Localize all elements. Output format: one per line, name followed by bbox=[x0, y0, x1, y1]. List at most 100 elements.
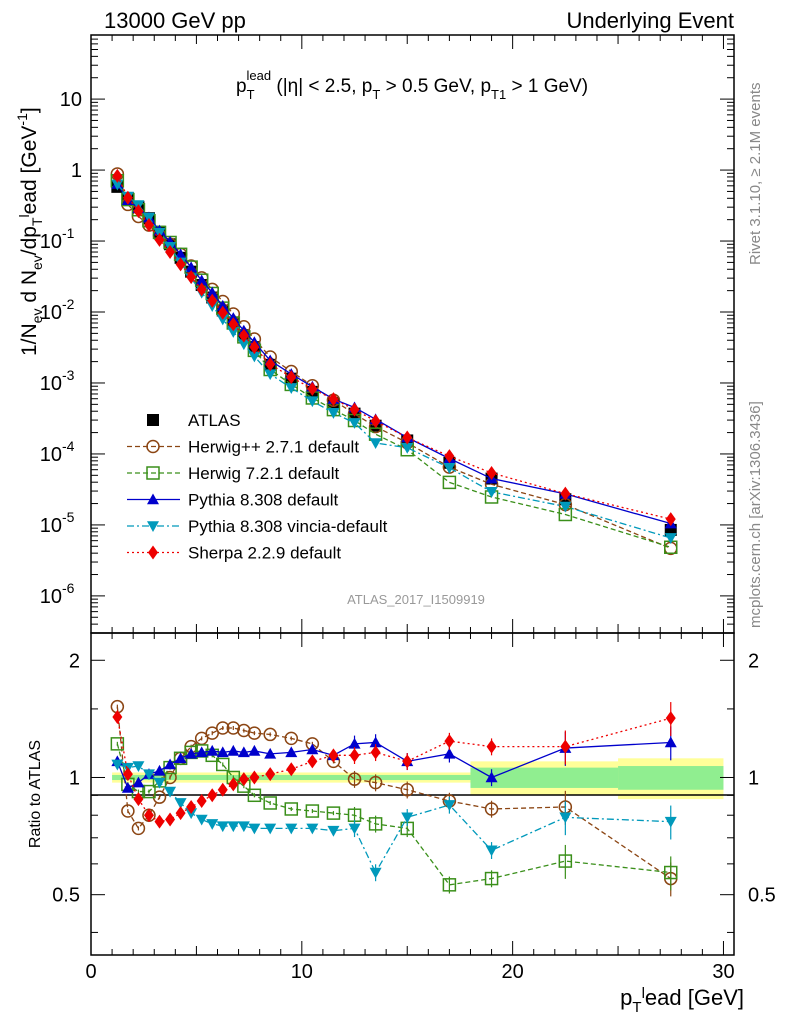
top-y-tick-exponent: -2 bbox=[62, 296, 75, 312]
legend-label-sherpa-2-2-9-default: Sherpa 2.2.9 default bbox=[188, 544, 341, 563]
legend-marker-pythia-8-308-default bbox=[147, 493, 159, 505]
point-pythia-8-308-vincia-default bbox=[348, 418, 361, 429]
ratio-point-pythia-8-308-default bbox=[153, 764, 166, 776]
ratio-point-pythia-8-308-vincia-default bbox=[664, 816, 677, 828]
band-inner-2 bbox=[618, 766, 724, 790]
ratio-point-pythia-8-308-vincia-default bbox=[327, 825, 340, 837]
ratio-point-sherpa-2-2-9-default bbox=[143, 808, 154, 823]
point-sherpa-2-2-9-default bbox=[175, 257, 186, 272]
top-panel-series bbox=[110, 167, 678, 556]
ratio-point-pythia-8-308-default bbox=[306, 743, 319, 755]
ratio-point-herwig-7-2-1-default bbox=[484, 871, 499, 886]
point-pythia-8-308-vincia-default bbox=[237, 339, 250, 351]
ratio-panel-series bbox=[110, 699, 678, 897]
rivet-label: Rivet 3.1.10, ≥ 2.1M events bbox=[747, 83, 764, 266]
ratio-point-sherpa-2-2-9-default bbox=[238, 772, 249, 787]
ratio-point-sherpa-2-2-9-default bbox=[328, 748, 339, 763]
top-y-tick-exponent: -4 bbox=[62, 438, 75, 454]
ratio-point-pythia-8-308-default bbox=[369, 736, 382, 748]
ratio-point-herwig-2-7-1-default bbox=[205, 726, 219, 740]
point-sherpa-2-2-9-default bbox=[112, 168, 123, 183]
ratio-point-herwig-2-7-1-default bbox=[368, 775, 383, 790]
band-inner-1 bbox=[470, 767, 619, 788]
top-y-tick-label: 1 bbox=[71, 160, 82, 182]
point-pythia-8-308-vincia-default bbox=[306, 396, 319, 408]
ratio-point-herwig-7-2-1-default bbox=[305, 804, 320, 818]
top-y-tick-exponent: -3 bbox=[62, 367, 75, 383]
top-y-tick-exponent: -6 bbox=[62, 580, 75, 596]
legend-marker-herwig-2-7-1-default bbox=[146, 439, 160, 454]
ratio-point-sherpa-2-2-9-default bbox=[444, 734, 455, 749]
point-pythia-8-308-default bbox=[185, 261, 198, 273]
ratio-point-sherpa-2-2-9-default bbox=[249, 770, 260, 785]
ratio-point-herwig-2-7-1-default bbox=[247, 726, 262, 740]
ratio-point-pythia-8-308-default bbox=[664, 736, 677, 748]
legend-label-herwig-2-7-1-default: Herwig++ 2.7.1 default bbox=[188, 438, 359, 457]
ratio-point-herwig-7-2-1-default bbox=[263, 796, 277, 810]
point-pythia-8-308-vincia-default bbox=[485, 487, 498, 498]
ratio-point-sherpa-2-2-9-default bbox=[217, 782, 228, 797]
ratio-point-herwig-7-2-1-default bbox=[284, 802, 299, 816]
top-y-tick-label: 10 bbox=[40, 586, 62, 608]
point-sherpa-2-2-9-default bbox=[349, 402, 360, 417]
ratio-point-pythia-8-308-default bbox=[164, 758, 177, 770]
ratio-point-pythia-8-308-default bbox=[248, 744, 261, 756]
ratio-point-herwig-2-7-1-default bbox=[284, 731, 299, 746]
point-sherpa-2-2-9-default bbox=[307, 381, 318, 396]
ratio-point-sherpa-2-2-9-default bbox=[228, 777, 239, 792]
ratio-y-tick-label-right: 1 bbox=[748, 767, 759, 789]
ratio-point-pythia-8-308-default bbox=[132, 776, 145, 788]
ratio-point-sherpa-2-2-9-default bbox=[207, 788, 218, 803]
point-sherpa-2-2-9-default bbox=[196, 282, 207, 297]
top-y-tick-exponent: -1 bbox=[62, 225, 75, 241]
legend-marker-pythia-8-308-vincia-default bbox=[147, 521, 159, 532]
point-sherpa-2-2-9-default bbox=[154, 232, 165, 247]
ratio-point-pythia-8-308-vincia-default bbox=[132, 761, 145, 773]
legend-marker-sherpa-2-2-9-default bbox=[148, 545, 158, 560]
ratio-point-herwig-2-7-1-default bbox=[216, 721, 230, 735]
ratio-point-pythia-8-308-vincia-default bbox=[174, 798, 187, 809]
ratio-point-herwig-2-7-1-default bbox=[121, 804, 135, 818]
ratio-point-sherpa-2-2-9-default bbox=[133, 792, 144, 807]
ratio-point-pythia-8-308-default bbox=[485, 771, 498, 783]
ratio-point-sherpa-2-2-9-default bbox=[265, 767, 276, 782]
point-sherpa-2-2-9-default bbox=[133, 204, 144, 219]
legend-label-herwig-7-2-1-default: Herwig 7.2.1 default bbox=[188, 464, 339, 483]
ratio-point-herwig-7-2-1-default bbox=[664, 865, 678, 880]
mcplots-label: mcplots.cern.ch [arXiv:1306.3436] bbox=[747, 401, 764, 628]
ratio-y-tick-label-left: 0.5 bbox=[52, 885, 80, 907]
ratio-point-sherpa-2-2-9-default bbox=[165, 812, 176, 827]
point-sherpa-2-2-9-default bbox=[444, 449, 455, 464]
ratio-point-sherpa-2-2-9-default bbox=[665, 711, 676, 726]
ratio-point-pythia-8-308-vincia-default bbox=[369, 867, 382, 879]
ratio-point-pythia-8-308-default bbox=[237, 746, 250, 758]
uncertainty-bands bbox=[112, 758, 724, 800]
ratio-point-herwig-7-2-1-default bbox=[142, 784, 156, 799]
ratio-point-pythia-8-308-vincia-default bbox=[401, 812, 414, 824]
point-sherpa-2-2-9-default bbox=[665, 512, 676, 527]
ratio-point-pythia-8-308-vincia-default bbox=[306, 823, 319, 835]
ratio-point-sherpa-2-2-9-default bbox=[186, 799, 197, 814]
point-sherpa-2-2-9-default bbox=[143, 218, 154, 233]
top-y-tick-exponent: -5 bbox=[62, 509, 75, 525]
ratio-point-herwig-7-2-1-default bbox=[368, 817, 383, 831]
ratio-point-sherpa-2-2-9-default bbox=[196, 794, 207, 809]
ratio-point-sherpa-2-2-9-default bbox=[112, 709, 123, 724]
legend: ATLAS Herwig++ 2.7.1 default Herwig 7.2.1 … bbox=[127, 411, 388, 563]
ratio-point-pythia-8-308-vincia-default bbox=[111, 759, 124, 771]
point-sherpa-2-2-9-default bbox=[186, 270, 197, 285]
ratio-y-tick-label-right: 2 bbox=[748, 650, 759, 672]
ratio-point-pythia-8-308-default bbox=[185, 747, 198, 759]
analysis-watermark: ATLAS_2017_I1509919 bbox=[347, 592, 485, 607]
ratio-point-pythia-8-308-default bbox=[348, 737, 361, 749]
point-pythia-8-308-default bbox=[195, 274, 208, 286]
top-y-tick-label: 10 bbox=[60, 89, 82, 111]
point-pythia-8-308-vincia-default bbox=[664, 533, 677, 544]
ratio-point-sherpa-2-2-9-default bbox=[486, 739, 497, 754]
ratio-point-herwig-7-2-1-default bbox=[326, 806, 341, 820]
point-sherpa-2-2-9-default bbox=[238, 328, 249, 343]
ratio-point-sherpa-2-2-9-default bbox=[307, 754, 318, 769]
header-right: Underlying Event bbox=[566, 8, 734, 33]
axis-ticks bbox=[90, 34, 734, 955]
point-sherpa-2-2-9-default bbox=[402, 430, 413, 445]
